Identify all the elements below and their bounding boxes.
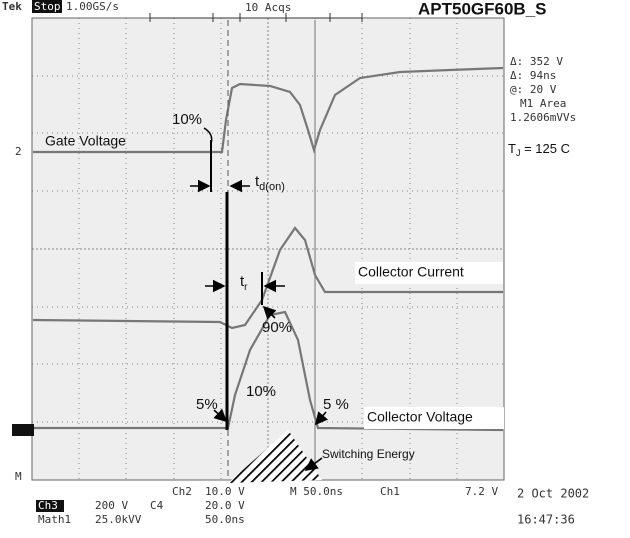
annotation: Gate Voltage [45,133,126,149]
annotation: 90% [262,319,292,336]
brand: Tek [2,0,22,13]
annotation: 10% [172,111,202,128]
footer-text: Ch2 [172,485,192,498]
footer-text: 10.0 V [205,485,245,498]
ch2-marker: 2 [15,145,22,158]
footer-text: Ch1 [380,485,400,498]
td-sub: d(on) [259,181,285,193]
tj-main: T [508,141,516,156]
footer-text: M 50.0ns [290,485,343,498]
junction-temp: TJ = 125 C [508,141,570,158]
annotation: 5 % [323,396,349,413]
readout: Δ: 94ns [510,69,556,82]
scope-screenshot: Tek Stop 1.00GS/s 10 Acqs APT50GF60B_S Δ… [0,0,630,538]
date: 2 Oct 2002 [517,487,589,501]
footer-text: C4 [150,499,164,512]
math-marker: M [15,470,22,483]
sample-rate: 1.00GS/s [66,0,119,13]
readout: @: 20 V [510,83,557,96]
annotation: Collector Current [358,264,464,280]
readout: M1 Area [520,97,566,110]
footer-text: 25.0kVV [95,513,142,526]
footer-text: 7.2 V [465,485,498,498]
annotation: 10% [246,383,276,400]
footer-text: Ch3 [38,499,58,512]
footer-text: Math1 [38,513,71,526]
footer-text: 50.0ns [205,513,245,526]
acquisitions: 10 Acqs [245,1,291,14]
annotation: Collector Voltage [367,409,473,425]
time: 16:47:36 [517,513,575,527]
ch3-marker [12,424,34,436]
footer-text: 20.0 V [205,499,245,512]
tj-rest: = 125 C [520,141,570,156]
annotation: Switching Energy [322,447,415,461]
readout: Δ: 352 V [510,55,563,68]
footer-text: 200 V [95,499,128,512]
part-number: APT50GF60B_S [418,0,547,18]
state: Stop [34,0,61,13]
readout: 1.2606mVVs [510,111,576,124]
